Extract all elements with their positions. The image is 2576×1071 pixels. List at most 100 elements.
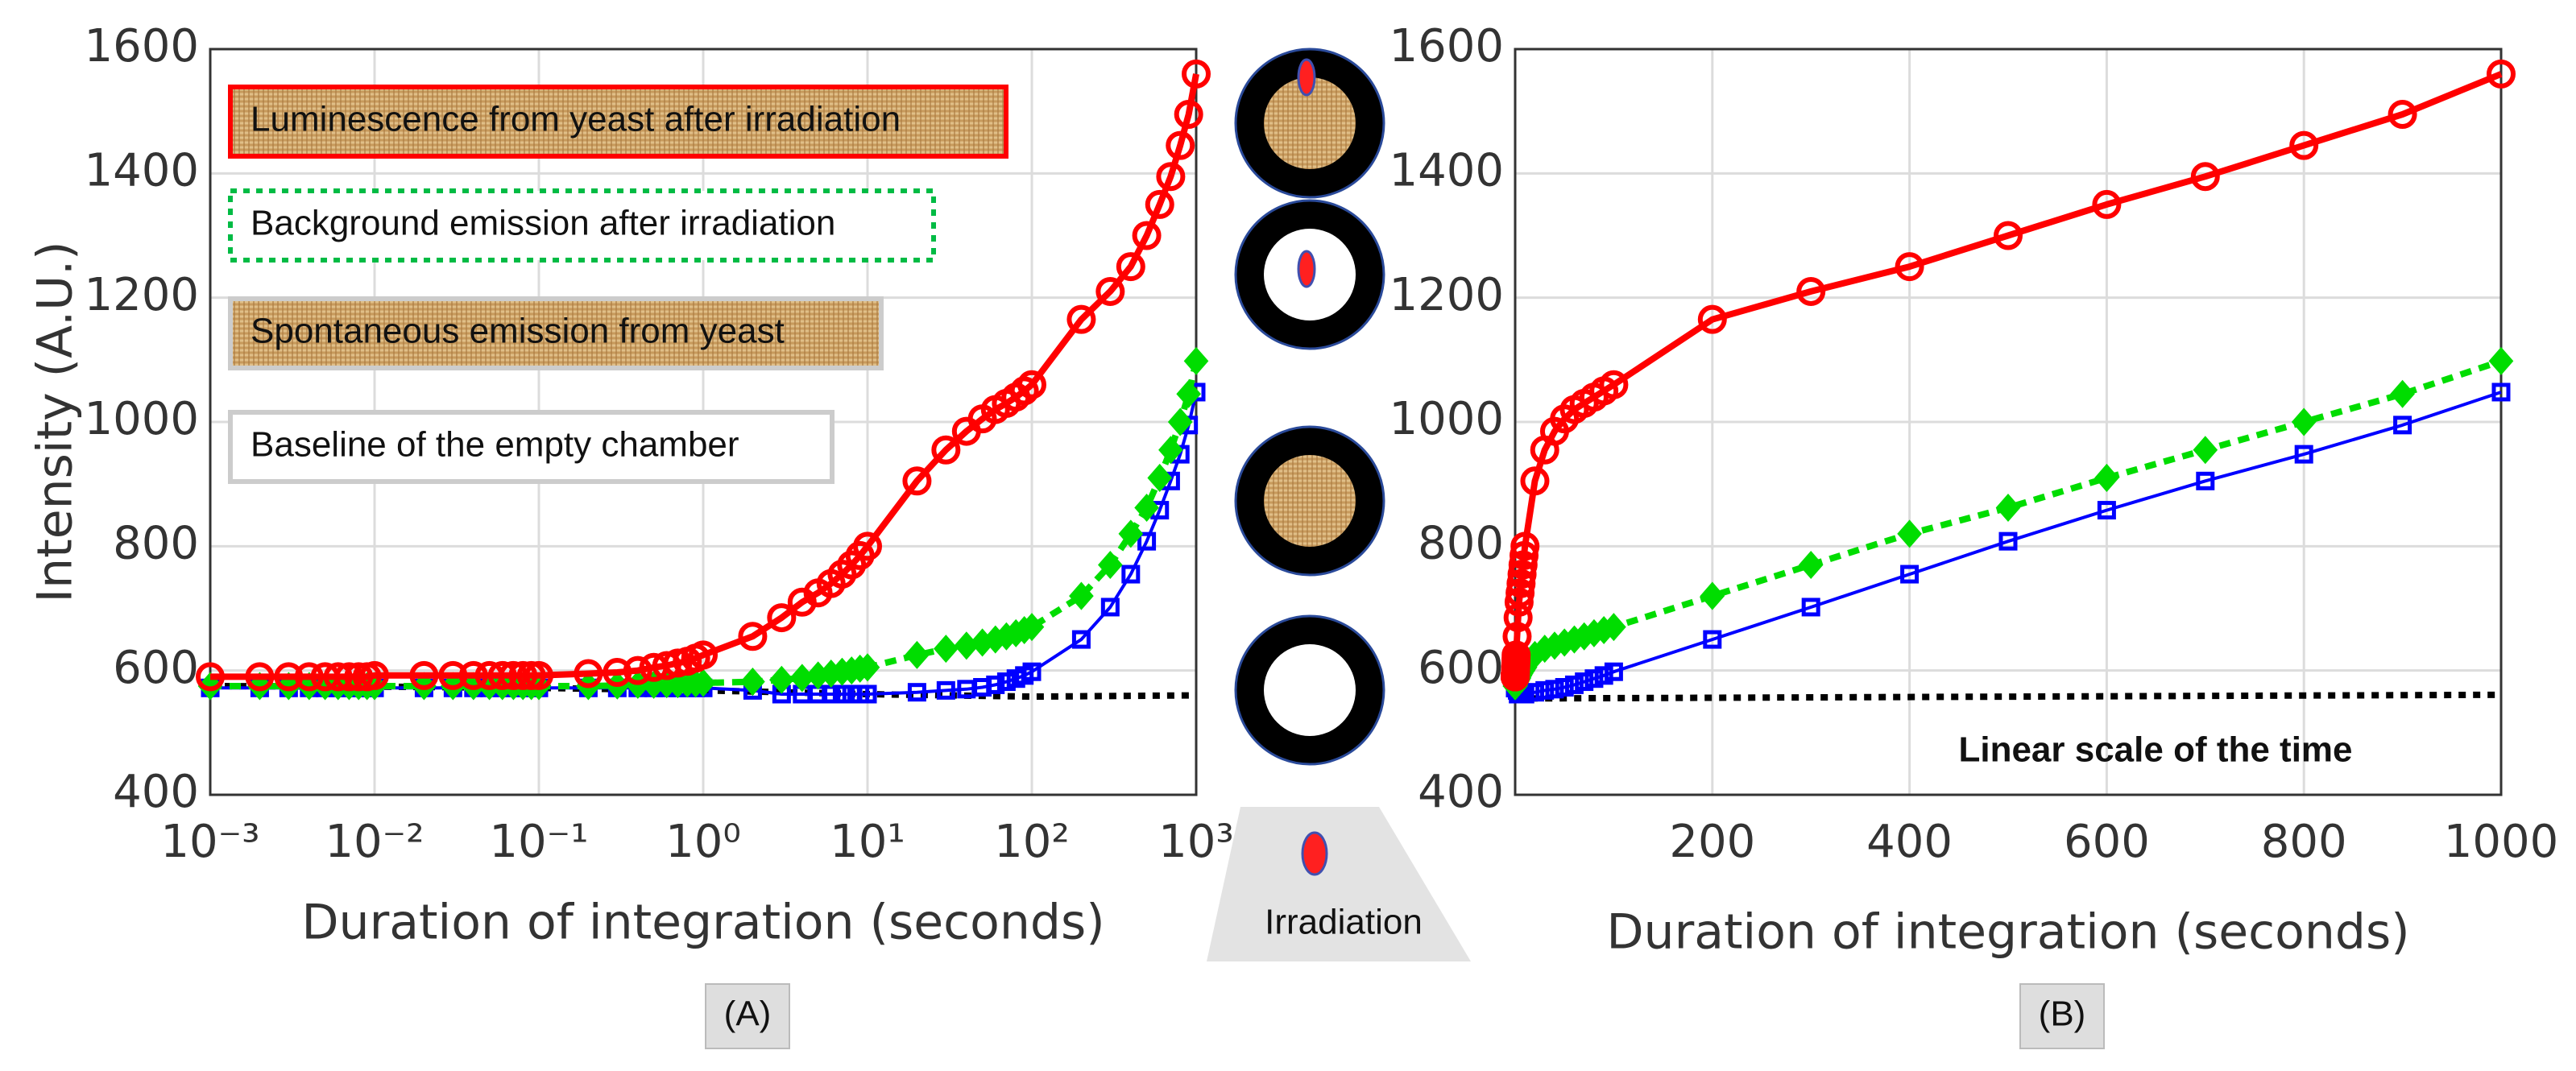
marker bbox=[1995, 493, 2021, 523]
marker bbox=[2193, 436, 2218, 465]
marker bbox=[1145, 189, 1174, 219]
marker bbox=[2488, 346, 2514, 375]
legend-label: Luminescence from yeast after irradiatio… bbox=[251, 100, 901, 139]
y-tick-label: 600 bbox=[113, 642, 199, 694]
legend-box bbox=[228, 188, 936, 263]
series-line bbox=[1516, 691, 2502, 702]
marker bbox=[905, 640, 930, 669]
y-tick-label: 1000 bbox=[84, 393, 199, 445]
y-tick-label: 1200 bbox=[1389, 269, 1504, 321]
marker bbox=[1525, 683, 1544, 702]
x-tick-label: 800 bbox=[2261, 816, 2347, 868]
marker bbox=[274, 662, 304, 692]
marker bbox=[1098, 550, 1123, 580]
marker bbox=[1066, 304, 1096, 334]
marker bbox=[458, 660, 488, 690]
marker bbox=[438, 660, 468, 690]
marker bbox=[1095, 276, 1125, 306]
marker bbox=[1176, 379, 1201, 408]
x-tick-label: 1000 bbox=[2444, 816, 2559, 868]
marker bbox=[858, 684, 877, 704]
marker bbox=[934, 635, 959, 664]
marker bbox=[996, 672, 1016, 692]
marker bbox=[1897, 519, 1922, 548]
marker bbox=[1545, 680, 1564, 699]
marker bbox=[769, 665, 794, 694]
x-tick-label: 10⁻² bbox=[325, 816, 424, 868]
marker bbox=[1564, 675, 1584, 694]
y-tick-label: 1400 bbox=[1389, 144, 1504, 196]
marker bbox=[294, 662, 324, 692]
marker bbox=[2487, 59, 2516, 89]
y-tick-label: 1400 bbox=[84, 144, 199, 196]
y-tick-label: 1600 bbox=[1389, 20, 1504, 72]
y-tick-label: 1600 bbox=[84, 20, 199, 72]
y-tick-label: 800 bbox=[1418, 517, 1504, 569]
irradiation-label: Irradiation bbox=[1265, 903, 1423, 942]
marker bbox=[360, 660, 389, 690]
marker bbox=[2388, 100, 2417, 130]
marker bbox=[2390, 379, 2415, 408]
marker bbox=[1900, 564, 1920, 584]
marker bbox=[196, 662, 225, 692]
marker bbox=[1599, 370, 1629, 399]
marker bbox=[2094, 463, 2119, 492]
marker bbox=[1501, 640, 1531, 670]
x-tick-label: 10⁻³ bbox=[160, 816, 259, 868]
legend-box bbox=[228, 85, 1008, 159]
legend-label: Baseline of the empty chamber bbox=[251, 425, 739, 465]
chart: 400 600 800 1000 1200 1400 1600 10⁻³ 10⁻² 10⁻¹ 10⁰… bbox=[27, 20, 1234, 1049]
empty bbox=[1264, 644, 1356, 736]
marker bbox=[652, 651, 681, 680]
marker bbox=[907, 683, 926, 702]
marker bbox=[738, 622, 768, 651]
marker bbox=[2097, 501, 2116, 520]
marker bbox=[508, 660, 538, 690]
marker bbox=[323, 662, 353, 692]
x-tick-label: 10⁻¹ bbox=[489, 816, 588, 868]
x-tick-label: 600 bbox=[2064, 816, 2150, 868]
irradiation-spot bbox=[1297, 250, 1316, 288]
marker bbox=[409, 660, 439, 690]
marker bbox=[1116, 252, 1145, 282]
x-tick-label: 10² bbox=[994, 816, 1070, 868]
legend-box bbox=[228, 410, 835, 484]
marker bbox=[1132, 221, 1162, 250]
marker bbox=[1017, 370, 1046, 399]
yeast bbox=[1264, 455, 1356, 547]
marker bbox=[2190, 162, 2220, 192]
irradiation-box bbox=[1207, 807, 1471, 961]
marker bbox=[1167, 407, 1193, 436]
marker bbox=[1575, 672, 1594, 692]
marker bbox=[1019, 613, 1045, 642]
panel-label: (A) bbox=[724, 994, 772, 1034]
marker bbox=[936, 680, 955, 700]
marker bbox=[1895, 252, 1924, 282]
y-tick-label: 600 bbox=[1418, 642, 1504, 694]
marker bbox=[1798, 550, 1824, 580]
marker bbox=[1801, 598, 1820, 617]
marker bbox=[1022, 662, 1042, 681]
y-tick-label: 400 bbox=[113, 766, 199, 818]
x-axis-label: Duration of integration (seconds) bbox=[301, 895, 1104, 951]
marker bbox=[344, 662, 374, 692]
irradiation-spot bbox=[1301, 831, 1328, 876]
x-axis-label: Duration of integration (seconds) bbox=[1606, 904, 2409, 961]
marker bbox=[832, 684, 851, 704]
marker bbox=[853, 531, 882, 561]
marker bbox=[1069, 581, 1094, 610]
marker bbox=[1502, 622, 1532, 651]
marker bbox=[1009, 376, 1039, 406]
marker bbox=[1137, 531, 1157, 551]
marker bbox=[2294, 445, 2313, 464]
marker bbox=[1796, 276, 1826, 306]
marker bbox=[931, 435, 961, 465]
marker bbox=[2092, 189, 2122, 219]
y-tick-label: 1200 bbox=[84, 269, 199, 321]
marker bbox=[1147, 463, 1173, 492]
marker bbox=[1174, 100, 1203, 130]
marker bbox=[1700, 581, 1725, 610]
marker bbox=[487, 660, 517, 690]
marker bbox=[1604, 662, 1623, 681]
